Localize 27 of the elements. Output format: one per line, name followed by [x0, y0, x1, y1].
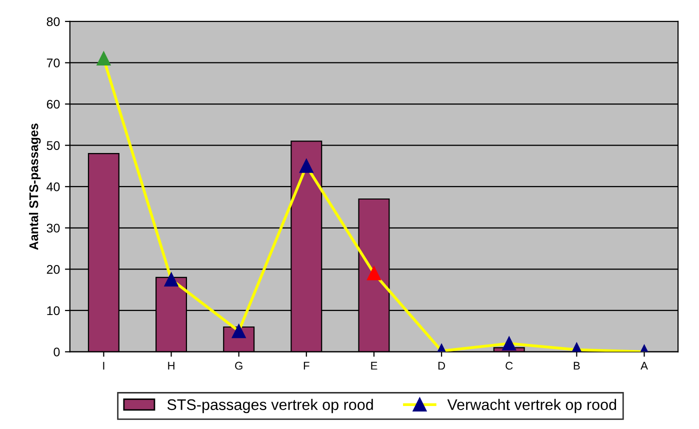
x-tick-label: A	[640, 362, 648, 370]
point	[96, 52, 111, 66]
y-tick-label: 40	[46, 182, 60, 192]
x-tick-label: B	[574, 362, 580, 370]
legend-label: STS-passages vertrek op rood	[167, 398, 373, 414]
y-tick-label: 70	[46, 58, 60, 68]
y-tick-label: 30	[46, 224, 60, 233]
x-tick-label: F	[304, 362, 310, 370]
x-tick-label: E	[371, 362, 378, 370]
x-tick-label: I	[103, 362, 104, 370]
y-tick-label: 50	[46, 141, 60, 150]
x-tick-label: D	[438, 362, 446, 370]
y-tick-label: 0	[54, 348, 60, 356]
y-tick-label: 60	[46, 100, 60, 109]
legend-label: Verwacht vertrek op rood	[447, 398, 616, 414]
y-tick-label: 10	[47, 306, 60, 316]
y-tick-label: 20	[46, 265, 60, 274]
point	[232, 324, 246, 338]
y-axis-title: Aantal STS-passages	[29, 124, 41, 250]
y-tick-label: 80	[46, 17, 60, 26]
x-tick-label: H	[168, 362, 174, 370]
x-tick-label: G	[235, 362, 242, 370]
x-tick-label: C	[506, 362, 513, 370]
point	[164, 272, 178, 286]
point	[299, 159, 314, 173]
point	[367, 266, 381, 280]
point	[502, 336, 516, 350]
